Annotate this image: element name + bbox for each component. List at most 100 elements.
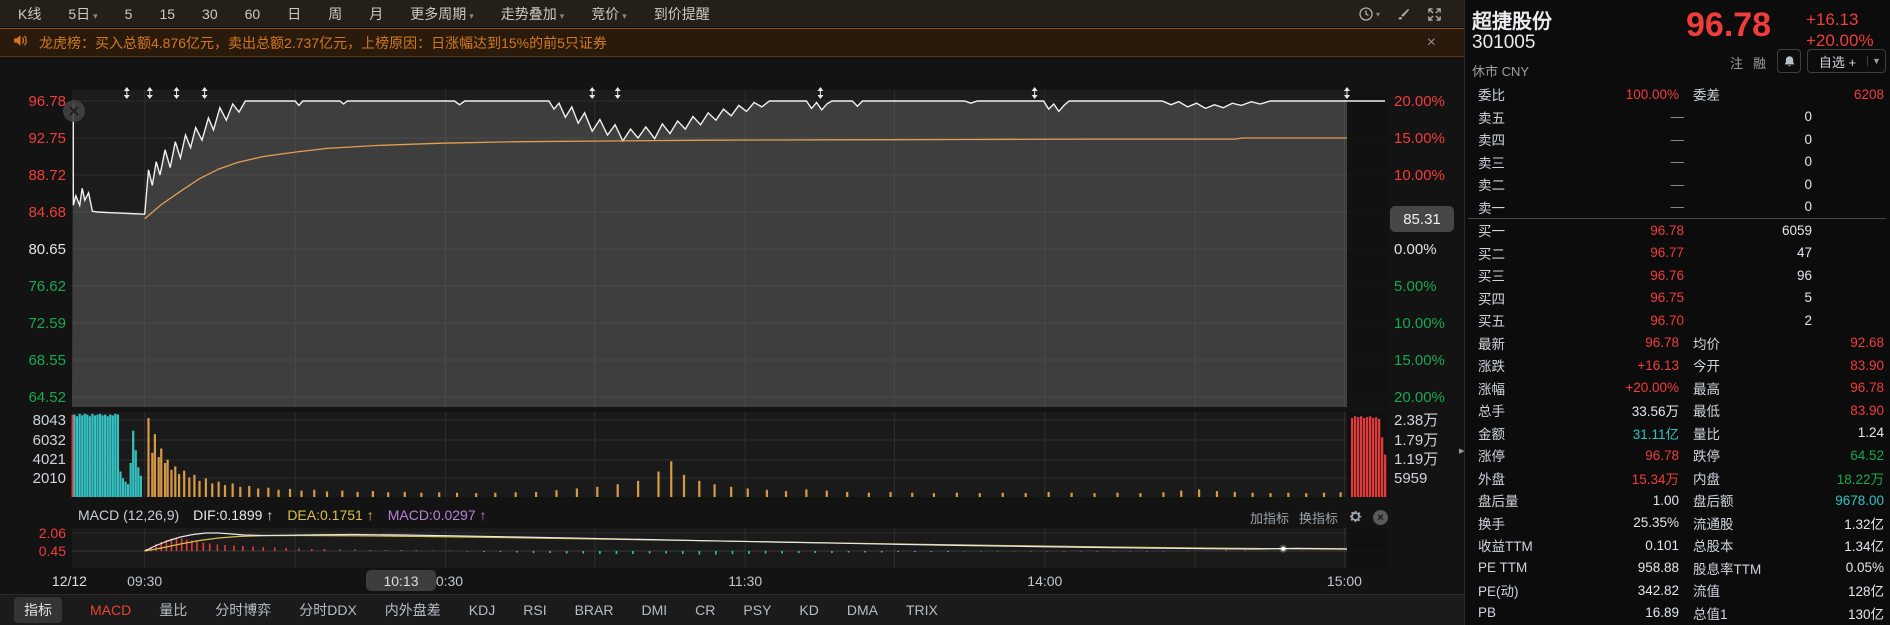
toolbar-item-周[interactable]: 周 — [328, 5, 343, 22]
ask-row[interactable]: 卖二 —0 — [1478, 176, 1812, 194]
macd-hist-bar — [913, 551, 916, 552]
macd-dif-line — [144, 532, 1348, 552]
tab-分时DDX[interactable]: 分时DDX — [299, 602, 357, 618]
volume-bar — [104, 414, 107, 497]
brush-icon[interactable] — [1396, 7, 1411, 22]
volume-bar — [96, 414, 99, 497]
toolbar-item-5[interactable]: 5 — [124, 5, 133, 22]
volume-axis-label: 8043 — [33, 412, 66, 429]
stat-row: PE(动) 342.82 流值 128亿 — [1478, 582, 1884, 600]
bid-row[interactable]: 买一 96.78 6059 — [1478, 222, 1812, 240]
macd-hist-bar — [196, 541, 198, 551]
volume-bar — [438, 492, 441, 497]
volume-bar — [313, 489, 316, 497]
toolbar-item-竞价[interactable]: 竞价 ▾ — [591, 5, 627, 22]
toolbar-item-15[interactable]: 15 — [159, 5, 176, 22]
macd-hist-bar — [1339, 550, 1342, 551]
tab-PSY[interactable]: PSY — [743, 602, 772, 618]
tab-RSI[interactable]: RSI — [523, 602, 547, 618]
volume-bar — [1233, 491, 1236, 497]
anomaly-marker-icon — [173, 87, 180, 99]
expand-icon[interactable] — [1427, 7, 1442, 22]
volume-bar — [1339, 492, 1342, 497]
macd-hist-bar — [233, 545, 235, 551]
volume-bar — [1139, 493, 1142, 497]
tab-DMI[interactable]: DMI — [641, 602, 668, 618]
bid-row[interactable]: 买二 96.77 47 — [1478, 245, 1812, 262]
ask-row[interactable]: 卖四 —0 — [1478, 131, 1812, 149]
volume-bar — [1269, 493, 1272, 497]
volume-bar — [73, 414, 76, 497]
ask-row[interactable]: 卖五 —0 — [1478, 109, 1812, 126]
tab-量比[interactable]: 量比 — [159, 602, 188, 618]
volume-bar — [211, 483, 214, 497]
toolbar-item-60[interactable]: 60 — [244, 5, 261, 22]
switch-indicator-button[interactable]: 换指标 — [1298, 511, 1338, 526]
macd-highlight-dot — [1281, 546, 1286, 551]
after-hours-volume-bar — [1363, 417, 1366, 497]
toolbar-item-走势叠加[interactable]: 走势叠加 ▾ — [500, 5, 565, 22]
volume-bar — [475, 493, 478, 497]
after-hours-volume-bar — [1369, 416, 1372, 497]
volume-bar — [713, 484, 716, 497]
close-indicator-icon[interactable]: × — [1373, 510, 1388, 525]
ask-row[interactable]: 卖三 —0 — [1478, 154, 1812, 171]
add-indicator-button[interactable]: 加指标 — [1249, 511, 1289, 526]
volume-bar — [98, 413, 102, 497]
bid-row[interactable]: 买四 96.75 5 — [1478, 290, 1812, 307]
toolbar-item-K线[interactable]: K线 — [18, 5, 42, 22]
clock-icon[interactable]: ▾ — [1358, 6, 1380, 22]
macd-hist-bar — [180, 538, 183, 551]
alert-bell-button[interactable] — [1777, 49, 1801, 73]
macd-hist-bar — [354, 549, 356, 551]
tab-BRAR[interactable]: BRAR — [574, 602, 614, 618]
volume-bar — [147, 417, 150, 497]
time-axis-label: 10:30 — [428, 573, 464, 589]
toolbar-item-30[interactable]: 30 — [202, 5, 218, 22]
toolbar-item-更多周期[interactable]: 更多周期 ▾ — [410, 5, 474, 22]
tab-内外盘差[interactable]: 内外盘差 — [384, 602, 441, 618]
gear-icon[interactable] — [1348, 509, 1363, 527]
pct-axis-label: 15.00% — [1394, 130, 1445, 147]
volume-bar — [160, 448, 163, 497]
volume-bar — [137, 467, 140, 497]
volume-bar — [825, 490, 828, 497]
volume-bar — [127, 484, 130, 497]
tab-TRIX[interactable]: TRIX — [906, 602, 938, 618]
intraday-chart[interactable]: 96.78 92.75 88.72 84.68 80.65 76.62 72.59 68.55… — [0, 57, 1464, 625]
macd-hist-bar — [310, 549, 313, 551]
panel-collapse-handle[interactable]: ▸ — [1459, 445, 1465, 457]
toolbar-item-月[interactable]: 月 — [369, 5, 384, 22]
volume-bar — [698, 480, 701, 497]
volume-bar — [132, 430, 135, 497]
volume-bar — [730, 486, 733, 497]
macd-hist-bar — [1046, 551, 1049, 552]
tab-CR[interactable]: CR — [695, 602, 716, 618]
macd-hist-bar — [1112, 551, 1115, 552]
add-watchlist-button[interactable]: 自选 + ▼ — [1807, 49, 1886, 73]
banner-close-icon[interactable]: × — [1426, 33, 1436, 51]
stat-row: 金额 31.11亿 量比 1.24 — [1478, 425, 1884, 442]
volume-bar — [805, 489, 808, 497]
volume-bar — [1180, 490, 1183, 497]
indicator-menu-button[interactable]: 指标 — [14, 597, 62, 623]
tab-DMA[interactable]: DMA — [846, 602, 878, 618]
volume-bar — [166, 459, 169, 497]
tab-分时博弈[interactable]: 分时博弈 — [215, 602, 272, 618]
tab-KD[interactable]: KD — [799, 602, 819, 618]
toolbar-item-到价提醒[interactable]: 到价提醒 — [653, 5, 710, 22]
bid-row[interactable]: 买五 96.70 2 — [1478, 312, 1812, 330]
tab-MACD[interactable]: MACD — [90, 602, 132, 618]
volume-bar — [163, 463, 167, 497]
toolbar-item-5日[interactable]: 5日 ▾ — [68, 5, 98, 22]
toolbar-item-日[interactable]: 日 — [287, 5, 302, 22]
macd-hist-bar — [499, 551, 502, 552]
ask-row[interactable]: 卖一 —0 — [1478, 199, 1812, 216]
tab-KDJ[interactable]: KDJ — [468, 602, 496, 618]
macd-dif-value: DIF:0.1899 ↑ — [193, 507, 274, 523]
anomaly-marker-icon — [1344, 87, 1350, 99]
stat-row: 收益TTM 0.101 总股本 1.34亿 — [1478, 537, 1884, 555]
bid-row[interactable]: 买三 96.76 96 — [1478, 267, 1812, 285]
stat-row: 总手 33.56万 最低 83.90 — [1478, 402, 1884, 420]
macd-hist-bar — [947, 551, 949, 552]
